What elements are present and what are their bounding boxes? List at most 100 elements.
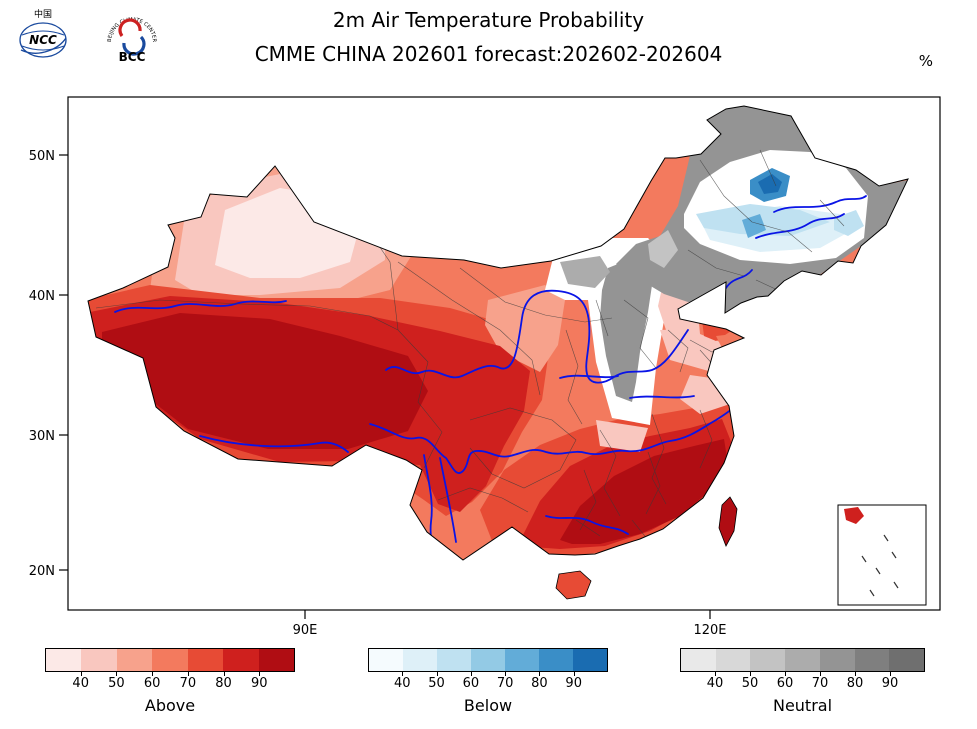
river-huai (629, 395, 695, 399)
province-border-line (469, 407, 577, 489)
region-blue-mid-spot (742, 214, 766, 238)
colorbar-cell (889, 649, 925, 671)
colorbar-tick-label: 90 (565, 676, 582, 691)
region-hainan (556, 571, 591, 599)
bcc-logo-text: BCC (119, 50, 146, 64)
province-border-line (95, 299, 399, 331)
colorbar-tick (539, 672, 541, 676)
region-gray-tongue (600, 256, 654, 402)
colorbar-tick (80, 672, 82, 676)
river-salween (439, 457, 457, 543)
colorbar-above: 40 50 60 70 80 90 Above (45, 648, 295, 720)
colorbar-tick (470, 672, 472, 676)
colorbar-tick (890, 672, 891, 676)
colorbar-above-caption: Above (144, 696, 196, 715)
lat-label-30n: 30N (29, 429, 55, 444)
river-wei (559, 374, 619, 379)
hainan-outline (555, 570, 592, 600)
lat-label-20n: 20N (29, 564, 55, 579)
colorbar-tick-label: 80 (846, 676, 864, 691)
colorbar-tick (855, 672, 856, 676)
lon-label-90e: 90E (293, 623, 318, 638)
colorbar-tick-label: 80 (531, 676, 548, 691)
colorbar-neutral-ticks: 40 50 60 70 80 90 (680, 672, 925, 694)
colorbar-tick-label: 70 (179, 676, 197, 691)
river-songhua (773, 195, 867, 213)
colorbar-tick-label: 40 (394, 676, 411, 691)
province-border-line (397, 329, 443, 469)
map-frame (67, 96, 941, 611)
ncc-logo-top-text: 中国 (34, 8, 52, 20)
river-tarim (114, 300, 287, 313)
colorbar-cell (854, 649, 890, 671)
colorbar-tick-label: 90 (881, 676, 899, 691)
river-pearl (545, 515, 629, 535)
colorbar-tick (750, 672, 751, 676)
colorbar-cell (819, 649, 855, 671)
colorbar-cell (681, 649, 716, 671)
province-border-line (459, 267, 613, 323)
colorbar-tick-label: 50 (108, 676, 125, 691)
river-songhua-south (755, 213, 845, 239)
region-tibet-darkest (102, 313, 428, 449)
colorbar-cell (46, 649, 82, 671)
province-border-line (599, 409, 713, 517)
province-border-line (397, 261, 541, 396)
inset-dash (869, 589, 875, 597)
rivers (114, 195, 867, 557)
bcc-swirl-blue-icon (122, 35, 146, 56)
river-yangtze (369, 406, 735, 474)
ncc-globe-arc-icon (21, 30, 65, 36)
south-china-sea-inset (837, 504, 927, 606)
colorbar-cell (750, 649, 786, 671)
colorbar-cell (505, 649, 539, 671)
colorbar-tick (573, 672, 575, 676)
ncc-swoosh-icon (20, 37, 67, 54)
inset-dash (861, 555, 867, 563)
unit-label: % (918, 52, 933, 70)
ncc-globe-icon (19, 22, 67, 58)
colorbar-above-ticks: 40 50 60 70 80 90 (45, 672, 295, 694)
region-blue-light (696, 204, 830, 236)
region-gray-light-patch (648, 230, 678, 268)
colorbar-cell (258, 649, 294, 671)
region-gray-spur (560, 256, 610, 288)
colorbar-tick-label: 80 (215, 676, 232, 691)
colorbar-below-swatches (368, 648, 608, 672)
province-border-line (437, 487, 529, 513)
colorbar-tick-label: 70 (811, 676, 829, 691)
province-borders (95, 149, 845, 541)
ncc-logo-text: NCC (29, 33, 57, 47)
colorbar-below: 40 50 60 70 80 90 Below (368, 648, 608, 720)
page-title: 2m Air Temperature Probability (332, 8, 645, 32)
lat-label-50n: 50N (29, 149, 55, 164)
colorbar-tick (436, 672, 438, 676)
colorbar-tick (259, 672, 261, 676)
colorbar-cell (403, 649, 437, 671)
inset-coast-red (844, 507, 864, 524)
bcc-logo: BEIJING CLIMATE CENTER BCC (107, 17, 157, 64)
lat-label-40n: 40N (29, 289, 55, 304)
china-outline (87, 105, 909, 561)
colorbar-cell (539, 649, 573, 671)
colorbar-tick-label: 90 (251, 676, 268, 691)
colorbar-cell (573, 649, 607, 671)
region-henan-pale (596, 420, 648, 452)
axis-ticks (59, 154, 711, 619)
taiwan-outline (718, 496, 738, 547)
colorbar-tick (785, 672, 786, 676)
colorbar-cell (715, 649, 751, 671)
ncc-logo: 中国 NCC (19, 8, 67, 58)
axis-tick-labels: 50N 40N 30N 20N 90E 120E (29, 149, 727, 638)
colorbar-cell (785, 649, 820, 671)
river-brahmaputra (199, 435, 349, 453)
colorbar-cell (471, 649, 505, 671)
colorbar-tick (223, 672, 225, 676)
colorbar-tick-label: 50 (428, 676, 445, 691)
river-liao (725, 269, 753, 289)
river-yellow (385, 289, 689, 384)
province-border-line (687, 149, 845, 293)
ncc-globe-arc2-icon (21, 45, 65, 51)
inset-dash (893, 581, 899, 589)
